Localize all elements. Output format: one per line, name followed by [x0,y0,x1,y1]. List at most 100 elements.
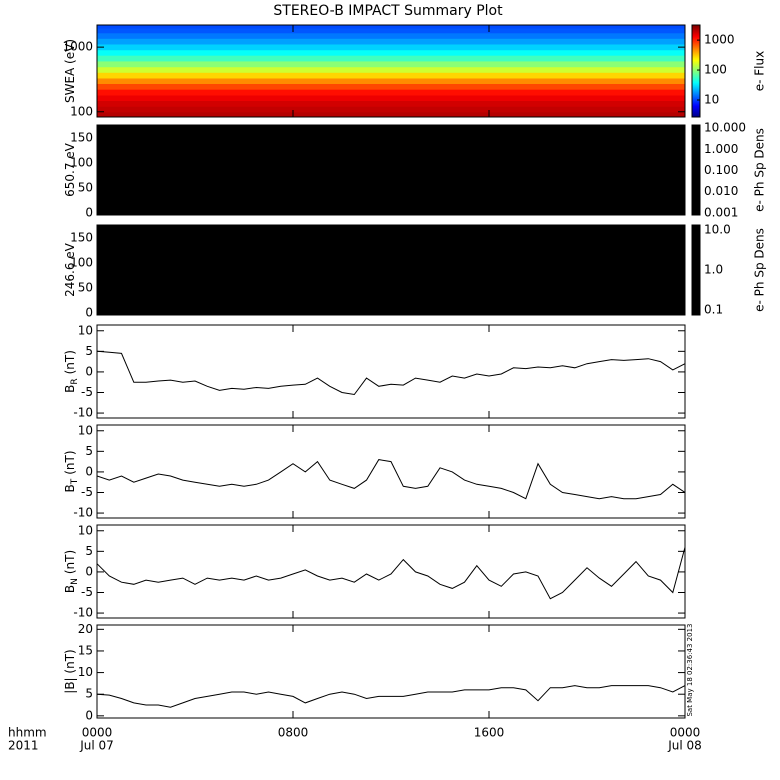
colorbar-slice [692,31,700,34]
colorbar-slice [692,33,700,36]
y-tick-label: 0 [85,564,93,578]
flux-band [97,100,685,107]
y-axis-label-part: T [70,478,80,485]
y-tick-label: -10 [73,606,93,620]
x-tick-label: 0000 [82,726,113,740]
colorbar-fill [692,225,700,315]
x-date-label: Jul 08 [667,739,702,753]
y-axis-label: BR (nT) [63,350,80,393]
colorbar-slice [692,105,700,108]
colorbar-frame [691,24,701,118]
flux-band [97,89,685,96]
colorbar-tick-label: 1.0 [704,263,723,277]
colorbar-slice [692,55,700,58]
panel-frame [96,24,686,118]
colorbar-slice [692,83,700,86]
colorbar-slice [692,87,700,90]
colorbar-slice [692,79,700,82]
y-tick-label: 15 [78,643,93,657]
flux-band [97,38,685,45]
data-line [97,350,685,396]
y-tick-label: 100 [70,256,93,270]
y-axis-label-part: SWEA (eV) [63,39,77,103]
colorbar-slice [692,115,700,118]
colorbar-slice [692,111,700,114]
y-tick-label: 20 [78,622,93,636]
y-tick-label: -5 [81,485,93,499]
y-tick-label: -5 [81,585,93,599]
plot-title: STEREO-B IMPACT Summary Plot [273,3,503,19]
colorbar-slice [692,39,700,42]
colorbar-slice [692,109,700,112]
colorbar-fill [692,125,700,215]
timestamp: Sat May 18 02:36:43 2013 [686,623,694,716]
colorbar-slice [692,61,700,64]
colorbar-frame [691,124,701,216]
colorbar-label: e- Ph Sp Dens [753,228,767,312]
colorbar-slice [692,65,700,68]
colorbar-slice [692,85,700,88]
y-axis-label-part: B [63,585,77,593]
y-axis-label-part: (nT) [63,450,77,474]
y-tick-label: 1000 [62,40,93,54]
y-axis-label-part: B [63,484,77,492]
colorbar-tick-label: 0.010 [704,184,738,198]
colorbar-slice [692,93,700,96]
y-axis-label: |B| (nT) [63,649,77,693]
colorbar-tick-label: 10.000 [704,121,746,135]
flux-band [97,72,685,79]
colorbar-slice [692,95,700,98]
y-tick-label: 5 [85,344,93,358]
y-tick-label: 150 [70,231,93,245]
y-axis-label-part: |B| (nT) [63,649,77,693]
x-date-label: Jul 07 [79,739,114,753]
colorbar-tick-label: 0.001 [704,205,738,219]
colorbar-tick-label: 1000 [704,33,735,47]
empty-heatmap [97,225,685,315]
colorbar-slice [692,69,700,72]
colorbar-slice [692,89,700,92]
y-tick-label: 0 [85,206,93,220]
y-tick-label: 10 [78,523,93,537]
colorbar-slice [692,37,700,40]
x-tick-label: 0000 [670,726,701,740]
colorbar-slice [692,73,700,76]
panel-frame [96,124,686,216]
colorbar-slice [692,25,700,28]
y-axis-label-part: R [70,378,80,384]
colorbar-slice [692,99,700,102]
colorbar-slice [692,51,700,54]
y-axis-label: 246.6 eV [63,242,77,297]
y-tick-label: 0 [85,364,93,378]
colorbar-slice [692,57,700,60]
colorbar-slice [692,45,700,48]
data-line [97,459,685,500]
y-tick-label: 0 [85,306,93,320]
flux-band [97,32,685,39]
panel-frame [96,224,686,316]
flux-band [97,60,685,68]
flux-band [97,66,685,73]
flux-band [97,83,685,90]
data-line [97,547,685,600]
y-tick-label: 5 [85,444,93,458]
flux-band [97,55,685,62]
colorbar-slice [692,29,700,32]
colorbar-slice [692,113,700,116]
colorbar-slice [692,75,700,78]
colorbar-slice [692,41,700,44]
y-axis-label: SWEA (eV) [63,39,77,103]
colorbar-slice [692,103,700,106]
x-header: 2011 [8,739,39,753]
y-tick-label: 0 [85,464,93,478]
colorbar-slice [692,97,700,100]
colorbar-slice [692,77,700,80]
y-axis-label-part: N [70,578,80,585]
colorbar-slice [692,107,700,110]
y-tick-label: 100 [70,104,93,118]
colorbar-tick-label: 0.100 [704,163,738,177]
colorbar-slice [692,47,700,50]
colorbar-slice [692,53,700,56]
panel-frame [96,624,686,719]
